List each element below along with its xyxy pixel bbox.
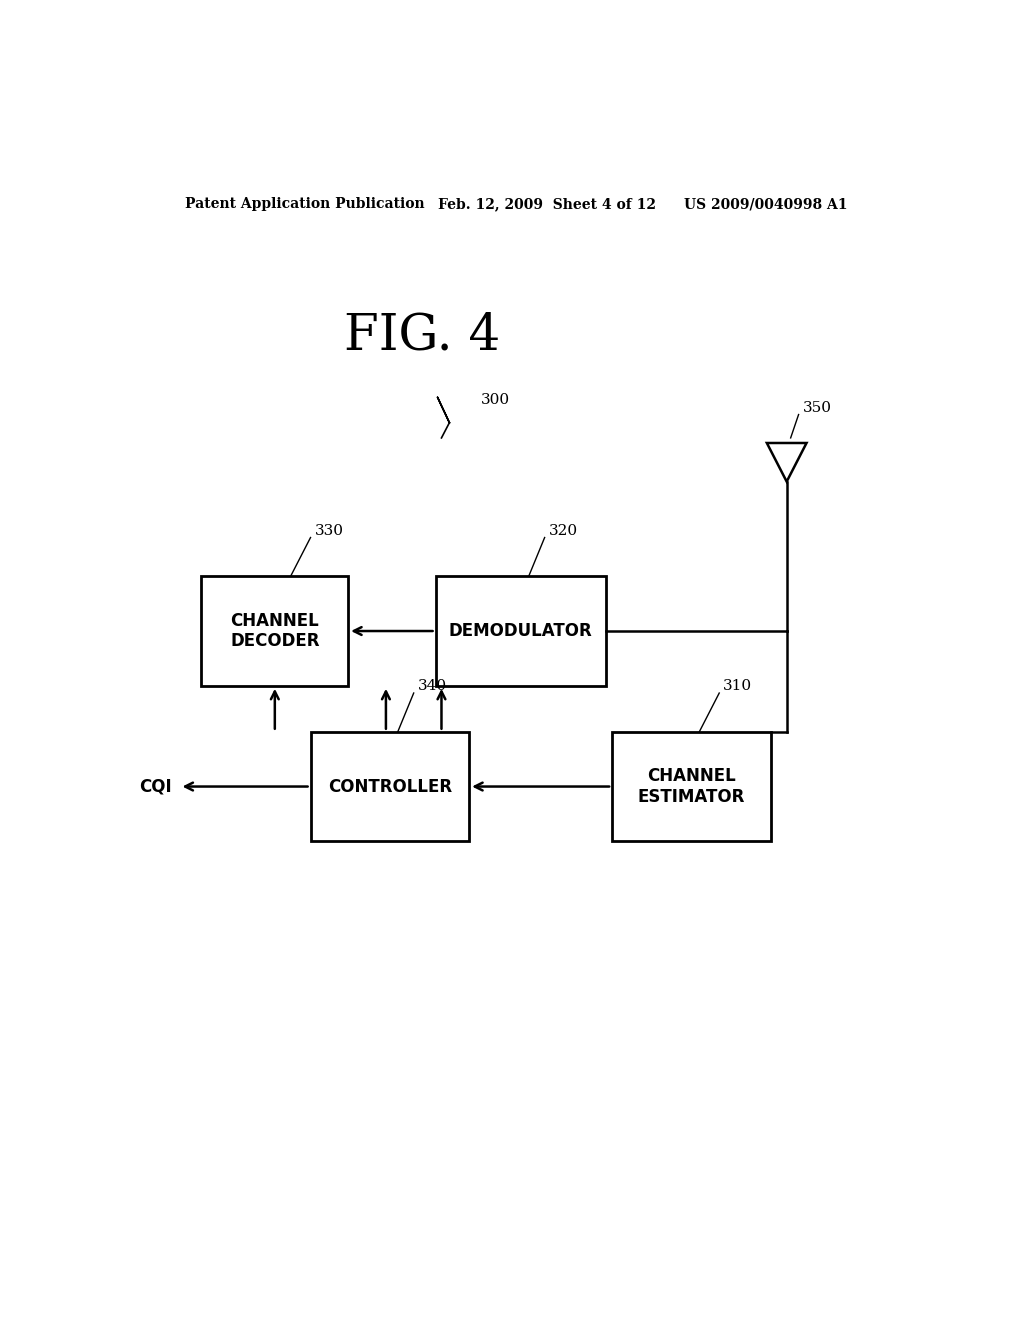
Text: CONTROLLER: CONTROLLER [328,777,452,796]
FancyBboxPatch shape [202,576,348,686]
Text: 300: 300 [481,393,510,408]
Text: Feb. 12, 2009  Sheet 4 of 12: Feb. 12, 2009 Sheet 4 of 12 [437,197,655,211]
FancyBboxPatch shape [310,731,469,841]
Text: DEMODULATOR: DEMODULATOR [449,622,593,640]
FancyBboxPatch shape [435,576,606,686]
Text: 340: 340 [418,678,446,693]
Text: US 2009/0040998 A1: US 2009/0040998 A1 [684,197,847,211]
Text: FIG. 4: FIG. 4 [343,312,500,360]
Text: 320: 320 [549,524,578,537]
Text: CHANNEL
ESTIMATOR: CHANNEL ESTIMATOR [638,767,745,807]
Text: Patent Application Publication: Patent Application Publication [185,197,425,211]
Text: 310: 310 [723,678,753,693]
Text: CHANNEL
DECODER: CHANNEL DECODER [230,611,319,651]
Text: 330: 330 [314,524,343,537]
Text: CQI: CQI [139,777,172,796]
Text: 350: 350 [803,400,831,414]
FancyBboxPatch shape [612,731,771,841]
